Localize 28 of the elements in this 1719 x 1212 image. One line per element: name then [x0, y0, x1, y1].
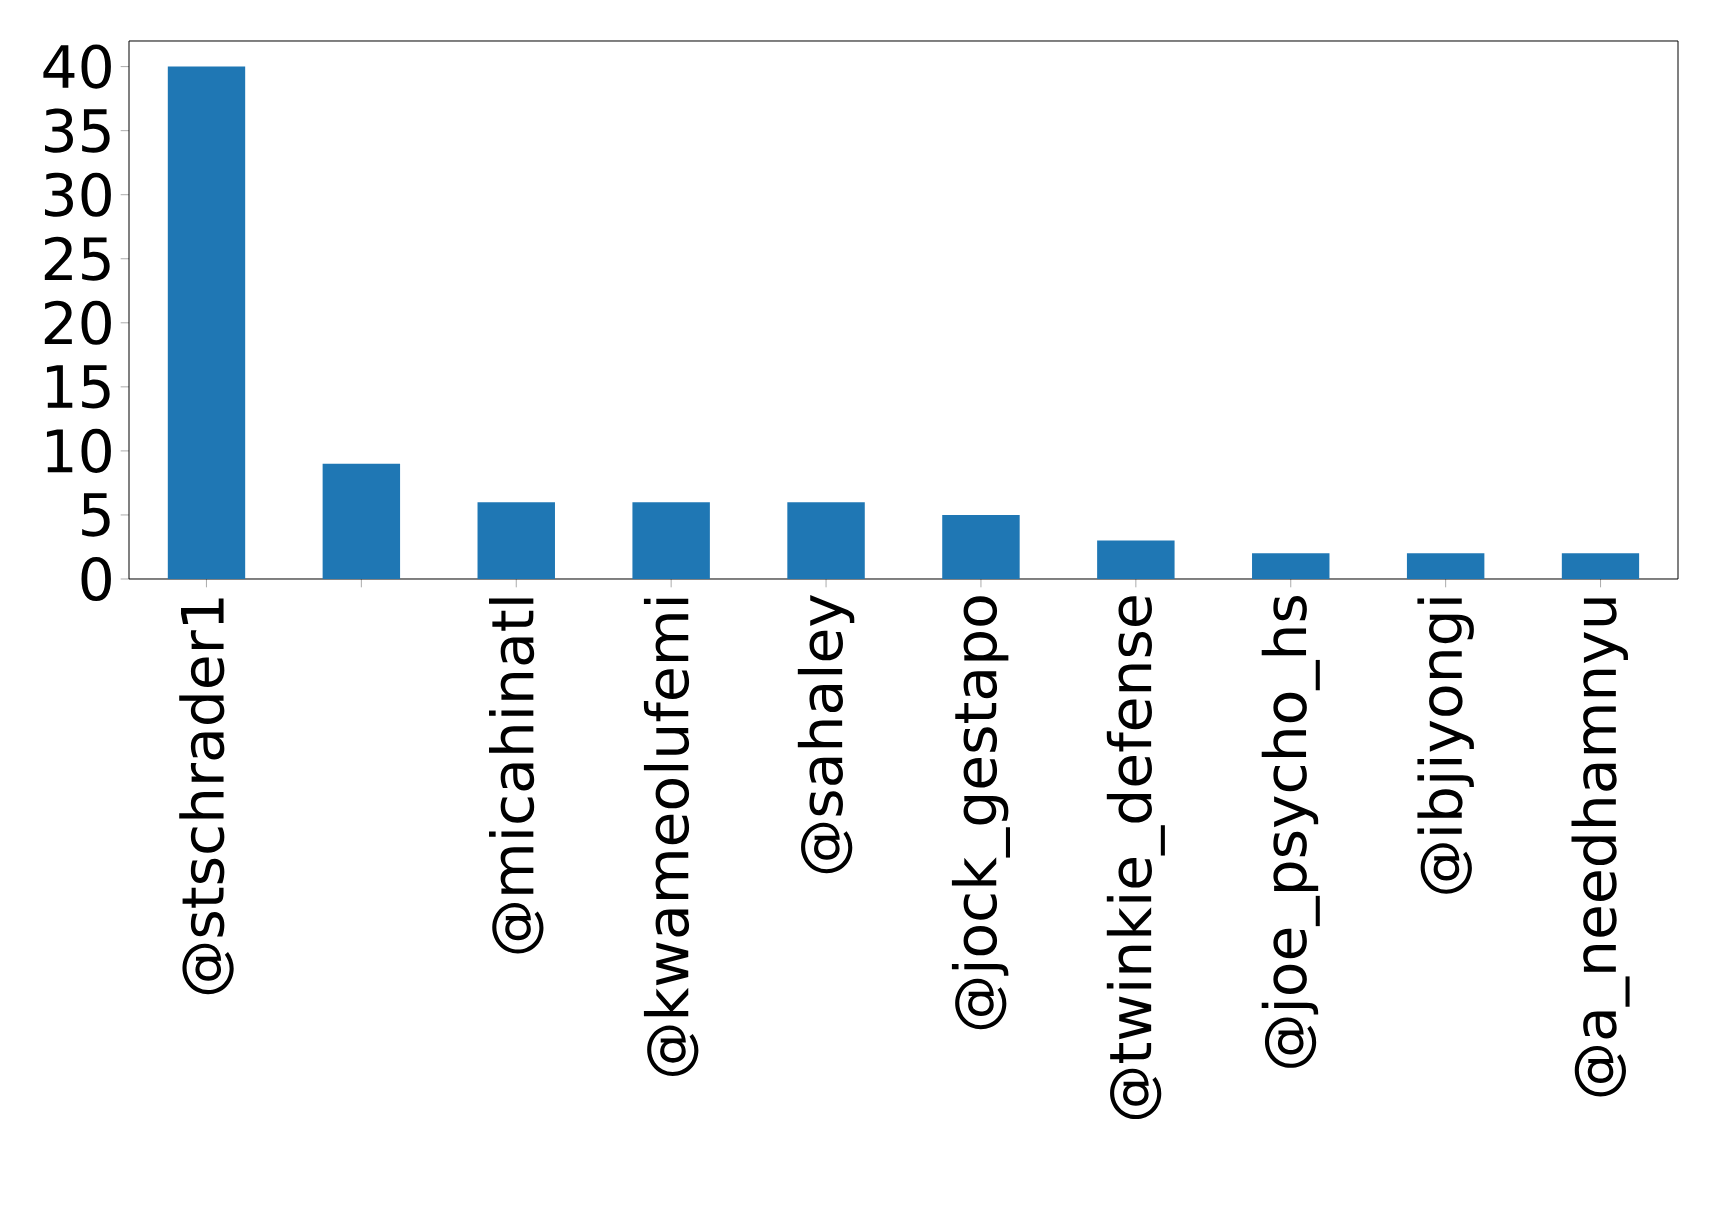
y-tick-label: 15: [46, 365, 110, 409]
bar: [322, 463, 401, 579]
bar: [167, 66, 246, 579]
x-tick-label: @micahinatl: [489, 598, 544, 954]
y-tick-label: 30: [45, 172, 111, 217]
bar: [477, 502, 555, 579]
y-tick-label: 10: [46, 428, 111, 473]
x-tick-label: @kwameolufemi: [643, 598, 699, 1076]
x-tick-label: @sahaley: [797, 594, 855, 874]
y-tick-label: 25: [44, 236, 110, 281]
bar: [1561, 553, 1640, 579]
y-tick-label: 40: [43, 44, 111, 89]
y-tick-label: 20: [44, 300, 111, 345]
x-tick-label: @joe_psycho_hs: [1261, 595, 1320, 1068]
bar: [1252, 553, 1330, 579]
bar: [632, 502, 710, 579]
bar: [1406, 553, 1485, 579]
bar: [1097, 540, 1175, 579]
x-tick-label: @stschrader1: [179, 598, 234, 995]
x-tick-label: @a_needhamnyu: [1571, 598, 1630, 1097]
y-tick-label: 0: [81, 556, 111, 602]
bar: [942, 514, 1020, 579]
y-tick-label: 5: [82, 493, 110, 537]
y-tick-label: 35: [45, 108, 110, 153]
bar: [787, 502, 865, 579]
x-tick-label: @ibjiyongi: [1417, 598, 1474, 894]
x-tick-label: @jock_gestapo: [951, 596, 1010, 1030]
x-tick-label: @twinkie_defense: [1106, 596, 1165, 1120]
